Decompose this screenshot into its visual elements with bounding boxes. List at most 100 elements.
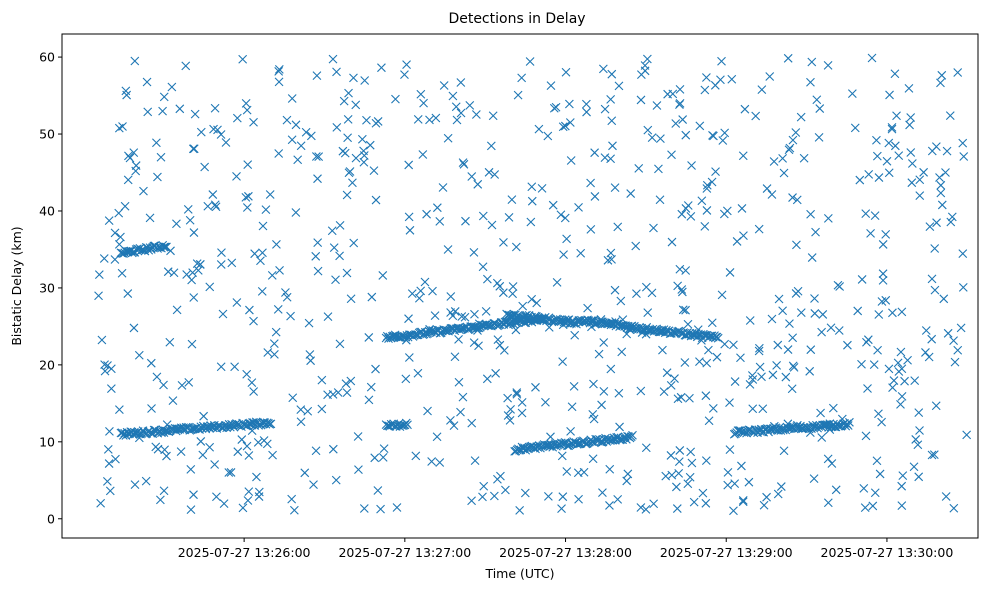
data-point (498, 288, 508, 298)
data-point (783, 345, 793, 354)
data-point (937, 200, 947, 210)
data-point (738, 151, 748, 161)
data-point (589, 414, 599, 424)
data-point (754, 224, 764, 234)
data-point (936, 188, 946, 198)
data-point (469, 338, 479, 348)
y-axis: 0 10 20 30 40 50 60 (39, 50, 62, 526)
data-point (470, 309, 479, 319)
data-point (557, 504, 566, 514)
data-point (788, 193, 797, 202)
data-point (894, 367, 904, 376)
data-point (99, 254, 109, 263)
data-point (261, 205, 271, 215)
data-point (503, 411, 513, 420)
data-point (270, 350, 279, 359)
data-point (456, 108, 466, 118)
data-point (362, 115, 371, 125)
data-point (129, 148, 139, 157)
data-point (569, 381, 579, 391)
data-point (861, 431, 871, 441)
data-point (282, 292, 292, 302)
data-point (843, 340, 852, 350)
data-point (810, 309, 820, 318)
data-point (888, 383, 897, 393)
data-point (707, 177, 717, 187)
data-point (458, 158, 468, 167)
data-point (287, 135, 297, 145)
data-point (342, 268, 352, 278)
data-point (935, 173, 944, 182)
data-point (317, 404, 327, 414)
data-point (659, 387, 669, 397)
data-point (884, 138, 894, 148)
data-point (647, 133, 657, 143)
data-point (401, 374, 411, 384)
data-point (129, 323, 139, 333)
data-point (427, 457, 437, 466)
data-point (199, 411, 209, 421)
data-point (456, 78, 466, 87)
data-point (527, 182, 537, 192)
data-point (335, 339, 345, 349)
data-point (559, 250, 568, 260)
data-point (905, 120, 914, 130)
data-point (680, 358, 690, 367)
data-point (607, 116, 617, 126)
data-point (256, 256, 265, 266)
data-point (675, 264, 685, 274)
data-point (349, 238, 359, 248)
data-point (169, 268, 179, 278)
data-point (216, 260, 226, 269)
data-point (306, 131, 316, 141)
data-point (863, 335, 873, 345)
data-point (242, 369, 252, 379)
data-point (456, 324, 466, 334)
data-point (744, 477, 754, 487)
data-point (872, 456, 882, 466)
data-point (930, 244, 940, 253)
data-point (103, 445, 113, 454)
data-point (205, 282, 215, 292)
data-point (335, 220, 345, 230)
data-point (331, 475, 341, 485)
data-point (676, 392, 686, 402)
data-point (882, 156, 892, 166)
data-point (759, 500, 769, 510)
data-point (654, 164, 663, 174)
data-point (652, 101, 662, 110)
data-point (546, 432, 555, 442)
plot-area (94, 53, 972, 516)
data-point (274, 65, 284, 74)
data-point (565, 118, 575, 127)
data-point (666, 451, 676, 460)
data-point (686, 447, 696, 457)
data-point (617, 347, 627, 357)
data-point (274, 66, 284, 76)
data-point (323, 390, 332, 400)
data-point (927, 146, 937, 156)
data-point (311, 446, 321, 456)
data-point (242, 441, 252, 451)
data-point (745, 316, 755, 325)
data-point (238, 54, 248, 64)
data-point (314, 152, 324, 162)
data-point (869, 360, 879, 370)
data-point (328, 54, 338, 64)
data-point (418, 150, 428, 159)
data-point (552, 277, 562, 287)
data-point (439, 81, 449, 90)
data-point (470, 456, 480, 466)
data-point (877, 297, 887, 306)
data-point (826, 323, 836, 333)
data-point (517, 73, 527, 83)
data-point (562, 234, 571, 244)
data-point (709, 131, 718, 141)
data-point (729, 506, 738, 516)
data-point (311, 152, 321, 161)
data-point (805, 366, 815, 376)
data-point (686, 212, 696, 221)
data-point (643, 308, 653, 318)
data-point (558, 122, 568, 132)
data-point (313, 174, 322, 184)
